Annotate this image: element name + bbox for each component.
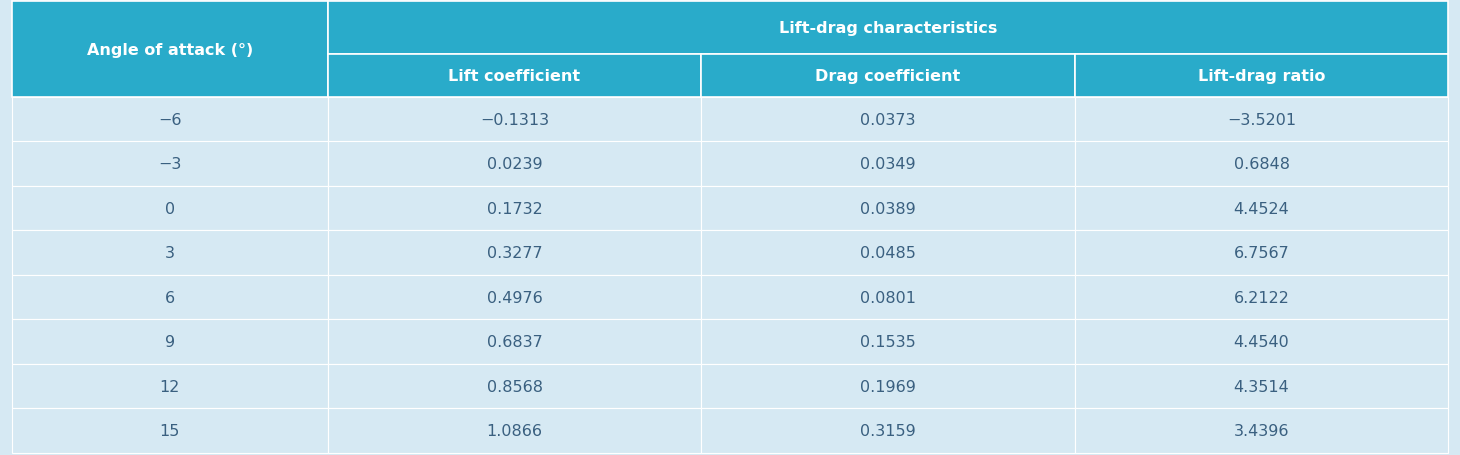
- Text: 0: 0: [165, 201, 175, 216]
- Bar: [12, 409, 327, 453]
- Bar: [12, 142, 327, 187]
- Bar: [701, 319, 1075, 364]
- Text: 0.4976: 0.4976: [486, 290, 542, 305]
- Bar: [1075, 275, 1448, 319]
- Text: 0.3159: 0.3159: [860, 423, 915, 438]
- Bar: [12, 187, 327, 231]
- Bar: [327, 319, 701, 364]
- Bar: [1075, 231, 1448, 275]
- Bar: [1075, 187, 1448, 231]
- Bar: [701, 231, 1075, 275]
- Bar: [1075, 409, 1448, 453]
- Text: 12: 12: [159, 379, 180, 394]
- Text: −6: −6: [158, 112, 181, 127]
- Text: Lift-drag ratio: Lift-drag ratio: [1197, 69, 1326, 84]
- Text: 0.6837: 0.6837: [486, 334, 542, 349]
- Bar: [327, 187, 701, 231]
- Bar: [1075, 55, 1448, 98]
- Bar: [12, 319, 327, 364]
- Text: 4.4540: 4.4540: [1234, 334, 1289, 349]
- Bar: [12, 231, 327, 275]
- Bar: [327, 409, 701, 453]
- Bar: [1075, 319, 1448, 364]
- Text: 0.0485: 0.0485: [860, 246, 915, 261]
- Bar: [327, 275, 701, 319]
- Bar: [701, 364, 1075, 409]
- Text: 1.0866: 1.0866: [486, 423, 543, 438]
- Text: 4.4524: 4.4524: [1234, 201, 1289, 216]
- Text: Drag coefficient: Drag coefficient: [815, 69, 961, 84]
- Text: 3.4396: 3.4396: [1234, 423, 1289, 438]
- Text: 0.1535: 0.1535: [860, 334, 915, 349]
- Text: 0.1732: 0.1732: [486, 201, 542, 216]
- Bar: [327, 2, 1448, 55]
- Bar: [327, 55, 701, 98]
- Bar: [701, 187, 1075, 231]
- Text: 0.0389: 0.0389: [860, 201, 915, 216]
- Bar: [327, 98, 701, 142]
- Bar: [327, 364, 701, 409]
- Text: Angle of attack (°): Angle of attack (°): [86, 43, 253, 57]
- Bar: [12, 364, 327, 409]
- Text: 6.7567: 6.7567: [1234, 246, 1289, 261]
- Text: 9: 9: [165, 334, 175, 349]
- Text: 6: 6: [165, 290, 175, 305]
- Bar: [701, 275, 1075, 319]
- Text: 0.0239: 0.0239: [486, 157, 542, 172]
- Text: 0.6848: 0.6848: [1234, 157, 1289, 172]
- Bar: [327, 142, 701, 187]
- Text: −3: −3: [158, 157, 181, 172]
- Text: 15: 15: [159, 423, 180, 438]
- Bar: [12, 275, 327, 319]
- Bar: [1075, 364, 1448, 409]
- Bar: [1075, 142, 1448, 187]
- Bar: [12, 2, 327, 98]
- Text: 0.3277: 0.3277: [486, 246, 542, 261]
- Bar: [701, 142, 1075, 187]
- Text: 6.2122: 6.2122: [1234, 290, 1289, 305]
- Text: −0.1313: −0.1313: [480, 112, 549, 127]
- Bar: [1075, 98, 1448, 142]
- Text: −3.5201: −3.5201: [1226, 112, 1296, 127]
- Text: 0.0349: 0.0349: [860, 157, 915, 172]
- Text: Lift-drag characteristics: Lift-drag characteristics: [778, 21, 997, 36]
- Text: 0.8568: 0.8568: [486, 379, 543, 394]
- Text: Lift coefficient: Lift coefficient: [448, 69, 581, 84]
- Text: 4.3514: 4.3514: [1234, 379, 1289, 394]
- Bar: [327, 231, 701, 275]
- Text: 0.0801: 0.0801: [860, 290, 915, 305]
- Bar: [701, 55, 1075, 98]
- Bar: [701, 98, 1075, 142]
- Text: 0.0373: 0.0373: [860, 112, 915, 127]
- Bar: [701, 409, 1075, 453]
- Bar: [12, 98, 327, 142]
- Text: 3: 3: [165, 246, 175, 261]
- Text: 0.1969: 0.1969: [860, 379, 915, 394]
